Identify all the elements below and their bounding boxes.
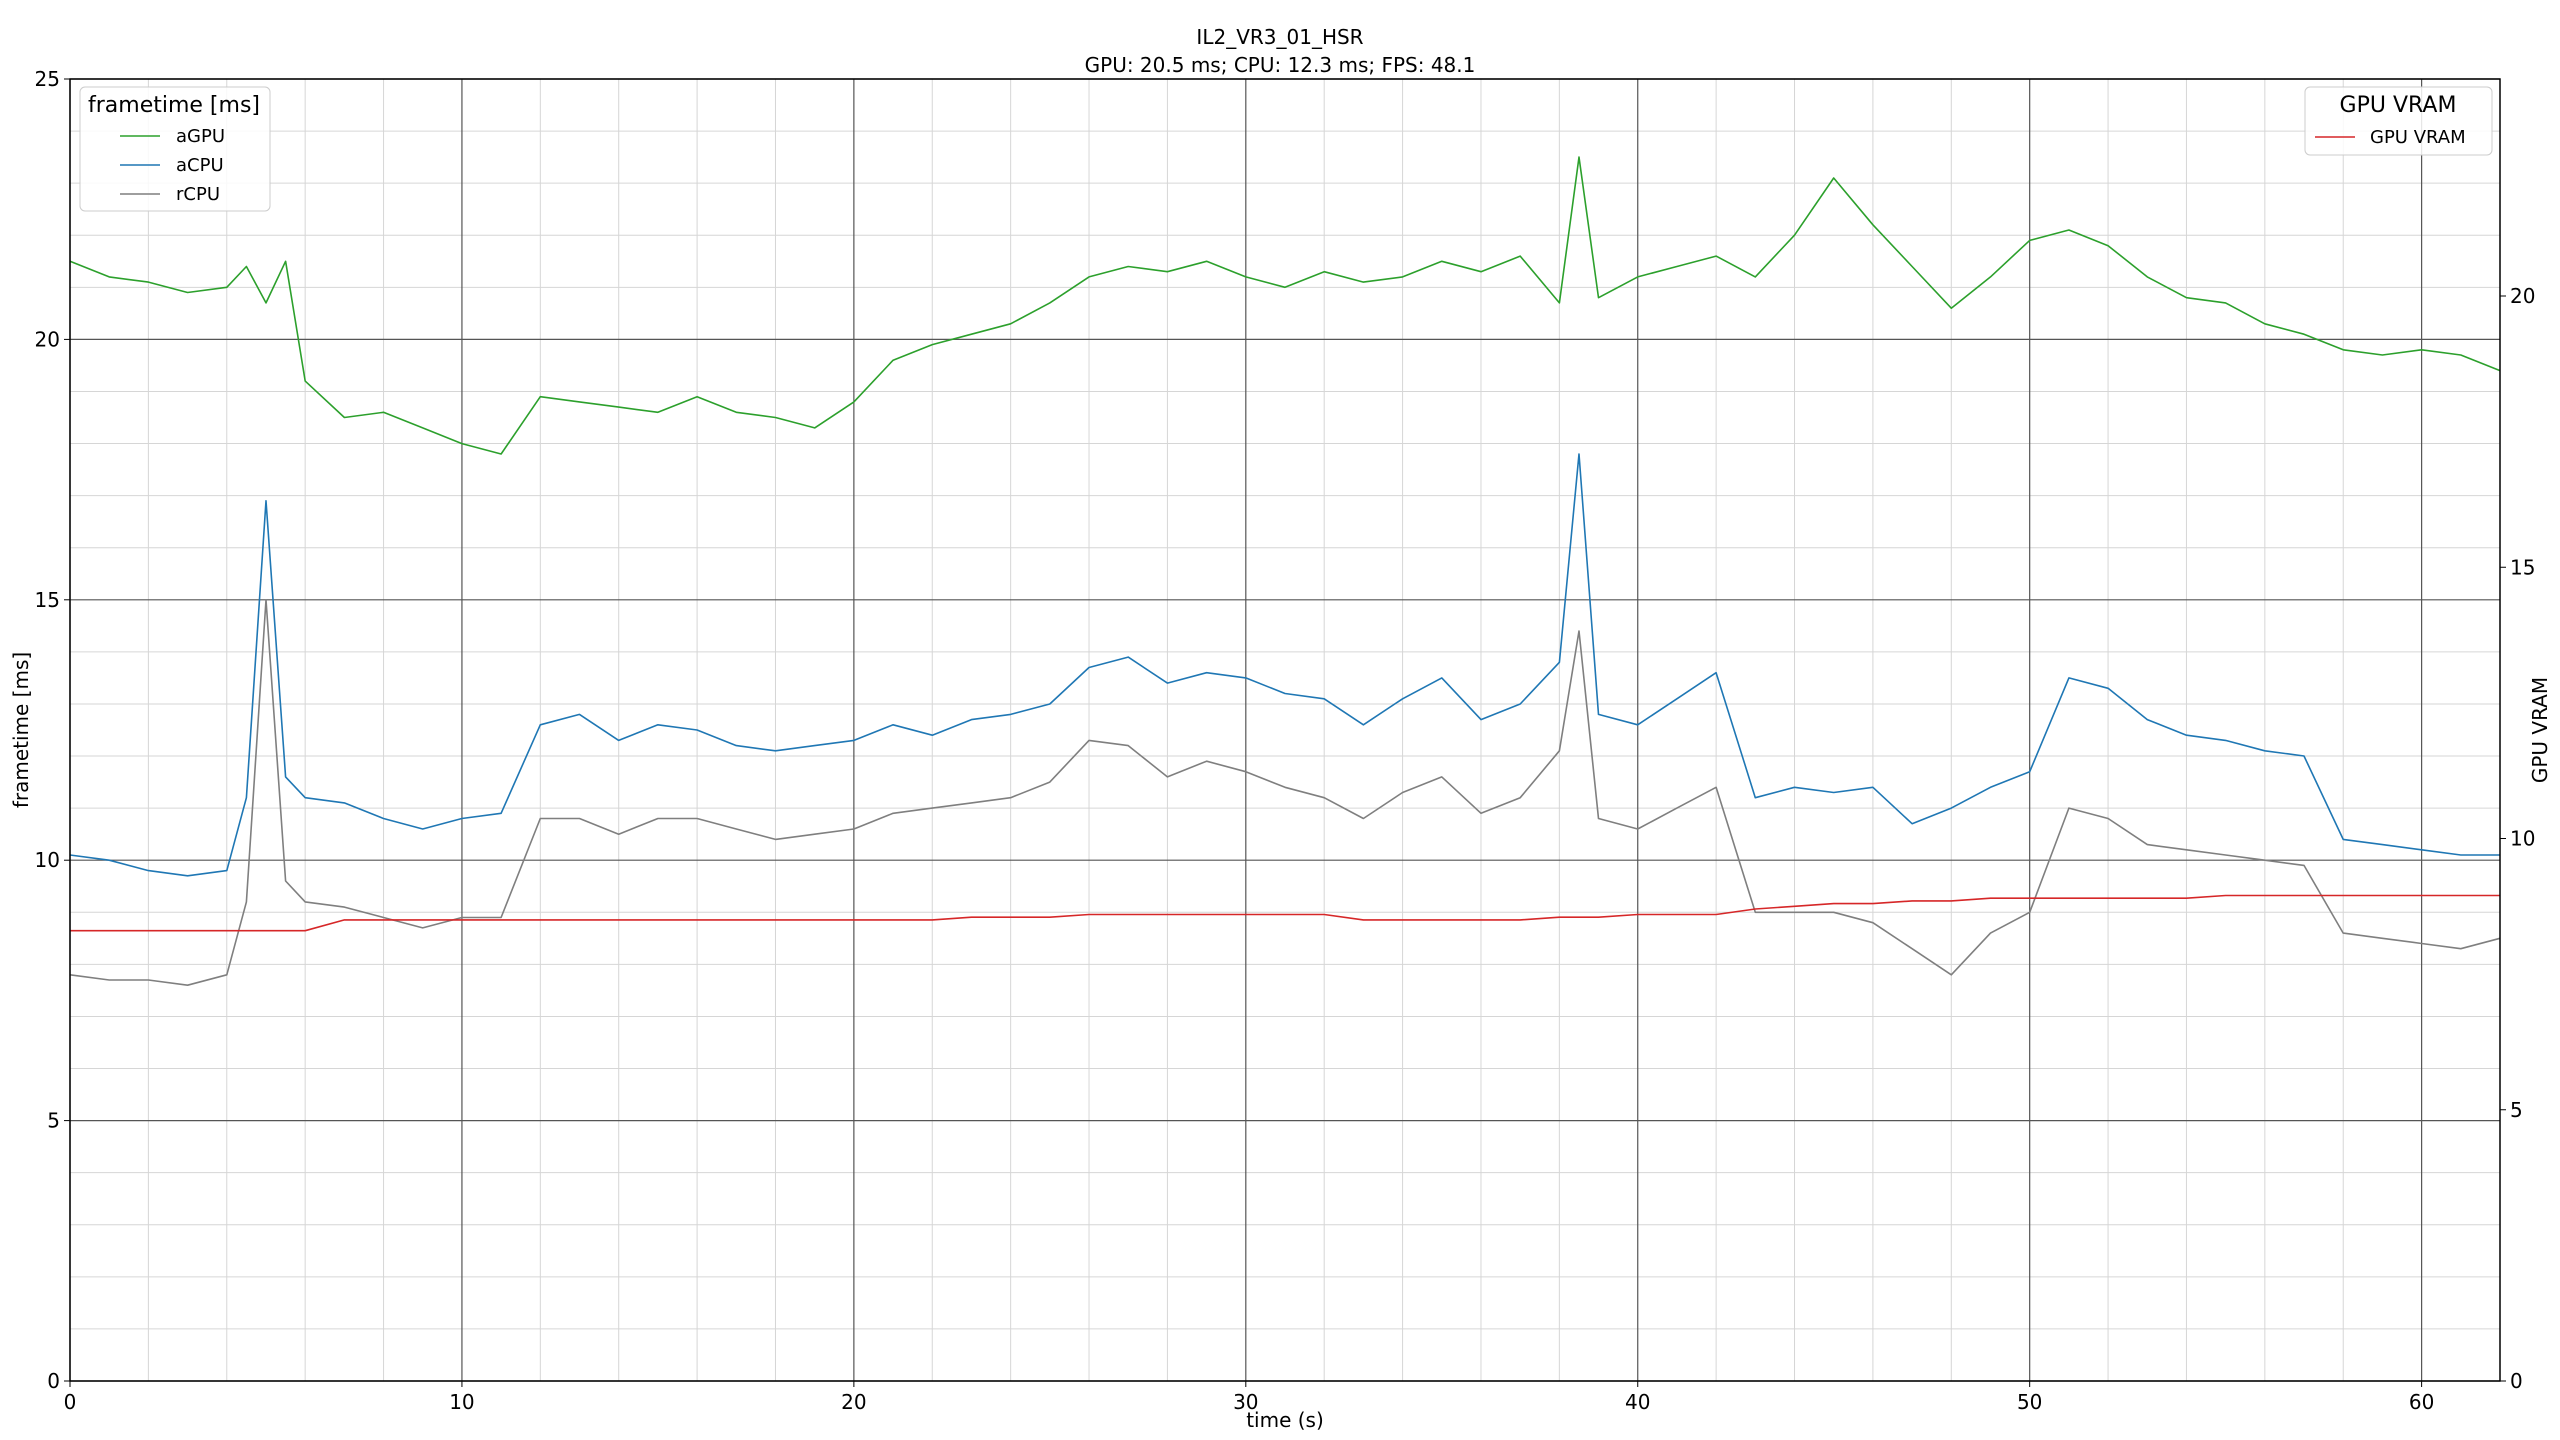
x-tick-label: 20	[841, 1390, 866, 1414]
y2-tick-label: 0	[2510, 1369, 2523, 1393]
x-tick-label: 50	[2017, 1390, 2042, 1414]
y-tick-label: 20	[35, 327, 60, 351]
y2-tick-label: 15	[2510, 555, 2535, 579]
legend-label-acpu: aCPU	[176, 155, 224, 176]
x-tick-label: 60	[2409, 1390, 2434, 1414]
plot-frame	[69, 78, 2501, 1382]
major-grid	[69, 78, 2500, 1382]
series-line-rcpu	[69, 598, 2501, 987]
y-tick-label: 5	[47, 1109, 60, 1133]
y2-tick-label: 5	[2510, 1098, 2523, 1122]
y2-tick-label: 10	[2510, 827, 2535, 851]
x-axis-label: time (s)	[1246, 1408, 1324, 1432]
x-tick-label: 10	[449, 1390, 474, 1414]
y-ticks: 0 5 10 15 20 25	[35, 67, 70, 1393]
y2-ticks: 0 5 10 15 20	[2500, 284, 2535, 1393]
legend-label-agpu: aGPU	[176, 126, 225, 147]
series-line-agpu	[69, 156, 2501, 455]
x-tick-label: 30	[1233, 1390, 1258, 1414]
legend-frame	[79, 86, 271, 212]
legend-label-vram: GPU VRAM	[2370, 127, 2466, 148]
y-tick-label: 10	[35, 848, 60, 872]
legend-frametime: frametime [ms] aGPU aCPU rCPU	[79, 86, 271, 212]
y-tick-label: 25	[35, 67, 60, 91]
y2-tick-label: 20	[2510, 284, 2535, 308]
minor-grid	[70, 79, 2501, 1381]
chart-title: IL2_VR3_01_HSR	[1196, 25, 1363, 49]
y-tick-label: 0	[47, 1369, 60, 1393]
legend-title: GPU VRAM	[2340, 93, 2457, 118]
x-ticks: 0 10 20 30 40 50 60	[64, 1381, 2434, 1414]
chart-subtitle: GPU: 20.5 ms; CPU: 12.3 ms; FPS: 48.1	[1085, 53, 1476, 77]
x-tick-label: 0	[64, 1390, 77, 1414]
series-line-acpu	[69, 453, 2500, 877]
x-tick-label: 40	[1625, 1390, 1650, 1414]
y-tick-label: 15	[35, 588, 60, 612]
legend-frame	[2304, 86, 2493, 156]
y-axis-label: frametime [ms]	[9, 652, 33, 808]
legend-label-rcpu: rCPU	[176, 184, 220, 205]
series-layer	[69, 156, 2501, 987]
y2-axis-label: GPU VRAM	[2528, 677, 2552, 783]
series-line-gpu-vram	[70, 894, 2500, 932]
legend-vram: GPU VRAM GPU VRAM	[2304, 86, 2493, 156]
legend-title: frametime [ms]	[88, 93, 260, 118]
